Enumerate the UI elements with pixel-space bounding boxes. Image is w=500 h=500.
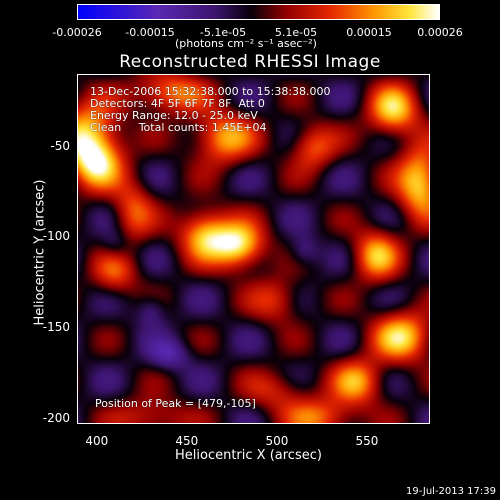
colorbar xyxy=(77,4,440,20)
info-detectors: Detectors: 4F 5F 6F 7F 8F Att 0 xyxy=(90,97,265,110)
info-energy-range: Energy Range: 12.0 - 25.0 keV xyxy=(90,109,258,122)
y-tick-label: -100 xyxy=(42,229,70,244)
x-tick-label: 450 xyxy=(175,434,199,448)
y-tick-label: -200 xyxy=(42,410,70,425)
chart-title: Reconstructed RHESSI Image xyxy=(119,52,381,72)
y-tick-label: -50 xyxy=(50,138,70,153)
info-time-range: 13-Dec-2006 15:32:38.000 to 15:38:38.000 xyxy=(90,85,331,98)
info-counts: Clean Total counts: 1.45E+04 xyxy=(90,121,267,134)
colorbar-tick-label: -5.1e-05 xyxy=(199,26,247,39)
colorbar-tick-label: -0.00015 xyxy=(125,26,175,39)
x-tick-label: 550 xyxy=(355,434,379,448)
colorbar-tick-label: 0.00015 xyxy=(346,26,392,39)
heatmap-image xyxy=(77,74,430,424)
colorbar-tick-label: -0.00026 xyxy=(52,26,102,39)
colorbar-tick-label: 5.1e-05 xyxy=(274,26,318,39)
colorbar-tick-label: 0.00026 xyxy=(417,26,463,39)
x-tick-label: 500 xyxy=(265,434,289,448)
y-axis-label: Heliocentric Y (arcsec) xyxy=(32,179,48,326)
colorbar-gradient xyxy=(78,5,439,19)
y-tick-label: -150 xyxy=(42,319,70,334)
colorbar-units: (photons cm⁻² s⁻¹ asec⁻²) xyxy=(175,37,317,50)
x-axis-label: Heliocentric X (arcsec) xyxy=(175,448,322,463)
peak-position-label: Position of Peak = [479,-105] xyxy=(95,397,256,410)
footer-timestamp: 19-Jul-2013 17:39 xyxy=(405,486,496,497)
x-tick-label: 400 xyxy=(85,434,109,448)
